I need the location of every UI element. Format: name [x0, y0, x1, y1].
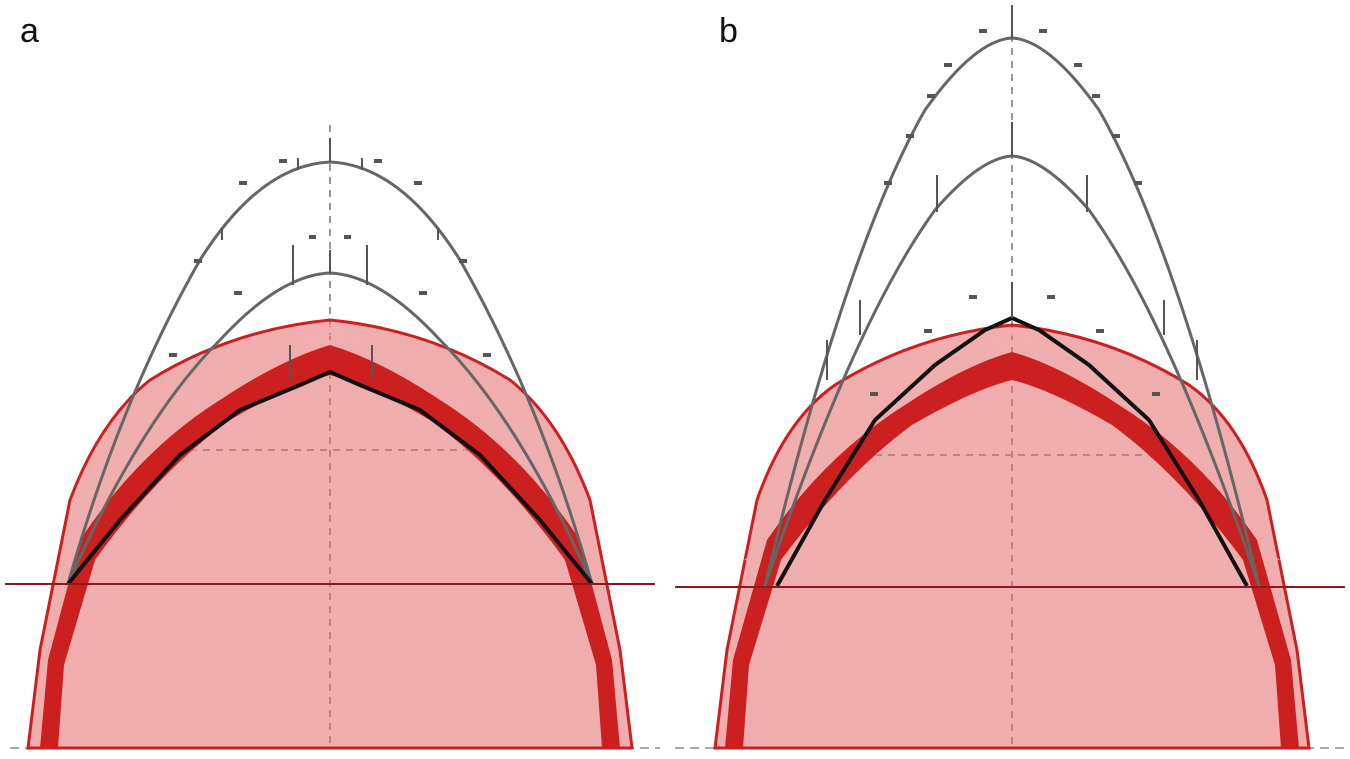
- panel-b: b: [675, 0, 1350, 759]
- thrust-line-a: [66, 369, 594, 586]
- panel-a-label: a: [20, 12, 39, 50]
- panel-b-diagram: [675, 5, 1345, 750]
- arch-outer-envelope-b: [713, 323, 1311, 750]
- load-markers-b: [826, 5, 1198, 396]
- load-markers-a: [169, 138, 491, 380]
- arch-ring-b: [725, 352, 1299, 748]
- arch-ring-a: [40, 345, 620, 748]
- panel-a: a: [5, 12, 660, 750]
- arch-outer-envelope-a: [26, 318, 634, 750]
- panel-a-diagram: [5, 125, 660, 750]
- panel-b-label: b: [719, 12, 738, 50]
